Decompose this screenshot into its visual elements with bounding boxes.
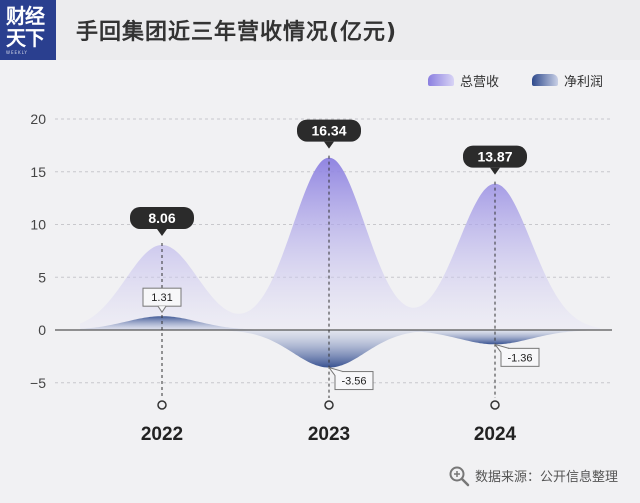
label-layer: 8.06 16.34 13.87 1.31 -3.56 -1.36	[130, 119, 540, 391]
y-tick-label: 20	[30, 111, 46, 127]
x-tick-label: 2023	[308, 424, 350, 445]
legend-revenue-swatch	[428, 74, 454, 86]
profit-label-box	[334, 371, 374, 391]
y-tick-label: 0	[38, 322, 46, 338]
profit-label-pointer	[493, 343, 510, 353]
category-marker	[324, 400, 334, 410]
profit-label-pointer	[157, 305, 167, 314]
profit-label-pointer	[327, 366, 344, 376]
profit-data-label: -1.36	[507, 352, 532, 364]
category-marker	[157, 400, 167, 410]
logo-line-1: 财经	[6, 4, 45, 28]
logo-line-2: 天下	[6, 26, 45, 50]
profit-label-box	[500, 347, 540, 367]
profit-area-2022	[80, 316, 600, 330]
y-tick-label: 15	[30, 164, 46, 180]
brand-logo: 财经 天下 WEEKLY	[0, 0, 56, 60]
header: 财经 天下 WEEKLY 手回集团近三年营收情况(亿元)	[0, 0, 640, 60]
revenue-label-bg	[297, 119, 361, 142]
revenue-label-bg	[463, 145, 527, 168]
magnifier-icon	[449, 466, 470, 487]
x-tick-label: 2022	[141, 424, 183, 445]
revenue-area	[80, 157, 600, 330]
category-marker	[490, 400, 500, 410]
revenue-label-pointer	[490, 167, 500, 175]
axis-layer: 2022 2023 2024	[55, 155, 612, 445]
chart-title: 手回集团近三年营收情况(亿元)	[76, 20, 398, 45]
y-tick-label: 10	[30, 217, 46, 233]
y-tick-label: −5	[30, 375, 46, 391]
revenue-label-pointer	[324, 141, 334, 149]
data-source: 数据来源：公开信息整理	[474, 470, 618, 485]
profit-area-2024	[80, 330, 600, 345]
logo-line-3: WEEKLY	[6, 50, 28, 55]
revenue-data-label: 13.87	[477, 149, 512, 165]
legend-revenue-label: 总营收	[460, 75, 500, 90]
revenue-data-label: 16.34	[311, 123, 346, 139]
profit-data-label: 1.31	[151, 292, 172, 304]
legend-profit-label: 净利润	[564, 75, 604, 90]
legend-profit-swatch	[532, 74, 558, 86]
profit-data-label: -3.56	[341, 376, 366, 388]
revenue-label-pointer	[157, 228, 167, 236]
profit-area-2023	[80, 330, 600, 368]
revenue-data-label: 8.06	[148, 210, 175, 226]
area-layer	[80, 157, 600, 368]
revenue-label-bg	[130, 206, 194, 229]
y-tick-label: 5	[38, 269, 46, 285]
x-tick-label: 2024	[474, 424, 517, 445]
